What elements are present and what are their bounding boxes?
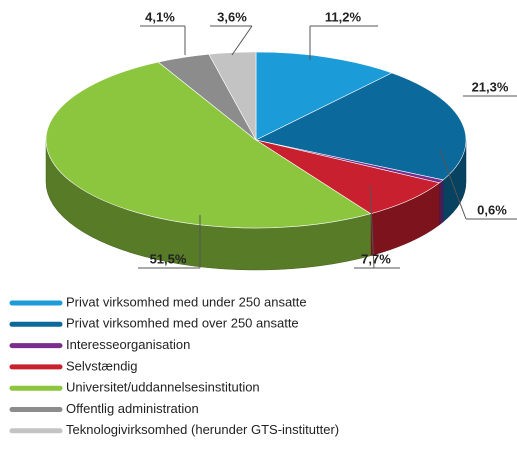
data-label: 3,6% [217, 9, 247, 24]
slice [255, 139, 441, 215]
legend-label: Privat virksomhed med over 250 ansatte [66, 316, 299, 331]
data-label: 21,3% [472, 79, 509, 94]
legend-label: Offentlig administration [66, 401, 199, 416]
data-label: 4,1% [145, 9, 175, 24]
data-label: 7,7% [361, 251, 391, 266]
slice-side [439, 179, 444, 226]
data-label: 51,5% [150, 251, 187, 266]
slice [255, 72, 467, 181]
slice [208, 51, 257, 141]
legend-label: Selvstændig [66, 358, 138, 373]
legend-label: Privat virksomhed med under 250 ansatte [66, 294, 307, 309]
data-label: 0,6% [477, 202, 507, 217]
leader-line [369, 184, 375, 269]
legend-label: Universitet/uddannelsesinstitution [66, 380, 260, 395]
slice [255, 51, 393, 141]
legend-label: Interesseorganisation [66, 337, 190, 352]
data-label: 11,2% [325, 9, 362, 24]
slice [45, 61, 372, 229]
legend-label: Teknologivirksomhed (herunder GTS-instit… [66, 422, 339, 437]
leader-line [439, 149, 467, 220]
leader-line [231, 25, 253, 56]
